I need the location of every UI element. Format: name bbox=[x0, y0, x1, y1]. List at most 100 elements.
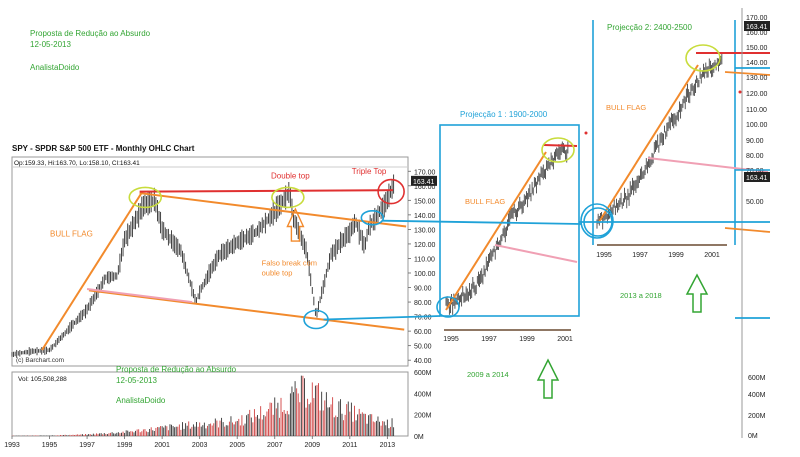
x-tick-label: 2013 bbox=[380, 442, 396, 449]
x-tick-label: 2001 bbox=[154, 442, 170, 449]
y-tick-label: 40.00 bbox=[414, 358, 432, 365]
projection-2-top-circle bbox=[685, 44, 721, 72]
projection-1-title: Projecção 1 : 1900-2000 bbox=[460, 110, 548, 119]
right-axis-tick-label: 150.00 bbox=[746, 45, 768, 52]
note-author: AnalistaDoido bbox=[30, 63, 80, 72]
right-axis-tick-label: 90.00 bbox=[746, 138, 764, 145]
projection-1-caption: 2009 a 2014 bbox=[467, 370, 509, 379]
note-title-line2: 12-05-2013 bbox=[30, 40, 71, 49]
right-volume-tick-label: 400M bbox=[748, 392, 766, 399]
x-tick-label: 2005 bbox=[229, 442, 245, 449]
right-price-tag-bg-2 bbox=[744, 172, 770, 182]
volume-tick-label: 200M bbox=[414, 413, 432, 420]
annotation-label: Double top bbox=[271, 172, 310, 181]
projection-1-frame bbox=[439, 124, 580, 317]
right-price-tag-2: 163.41 bbox=[746, 175, 768, 182]
x-tick-label: 2009 bbox=[304, 442, 320, 449]
y-tick-label: 100.00 bbox=[414, 271, 436, 278]
last-price-tag-bg bbox=[411, 175, 437, 186]
annotation-label: Triple Top bbox=[352, 167, 387, 176]
right-axis-tick-label: 50.00 bbox=[746, 199, 764, 206]
volume-tick-label: 400M bbox=[414, 391, 432, 398]
right-axis-tick-label: 120.00 bbox=[746, 91, 768, 98]
y-tick-label: 70.00 bbox=[414, 315, 432, 322]
x-tick-label: 2003 bbox=[192, 442, 208, 449]
double-top-circle-2 bbox=[271, 186, 305, 209]
right-axis-tick-label: 140.00 bbox=[746, 60, 768, 67]
projection-2-upper-channel-line bbox=[724, 71, 771, 76]
marker-dot bbox=[584, 131, 588, 135]
up-arrow-orange-icon bbox=[286, 207, 305, 242]
x-tick-label: 2007 bbox=[267, 442, 283, 449]
bull-flag-pole-line bbox=[41, 192, 143, 351]
projection-2-title: Projecção 2: 2400-2500 bbox=[607, 23, 693, 32]
projection-2-up-arrow-icon bbox=[685, 273, 709, 313]
breakout-circle bbox=[360, 209, 385, 226]
projection-1-up-arrow-icon bbox=[536, 358, 560, 399]
overlay-title-line1: Proposta de Redução ao Absurdo bbox=[116, 365, 237, 374]
projection-1-x-tick: 1997 bbox=[481, 336, 497, 343]
projection-1-pink-line bbox=[494, 244, 578, 263]
x-tick-label: 2011 bbox=[342, 442, 357, 449]
projection-2-bull-flag-label: BULL FLAG bbox=[606, 103, 646, 112]
resistance-line bbox=[139, 189, 393, 193]
y-tick-label: 60.00 bbox=[414, 329, 432, 336]
right-volume-tick-label: 0M bbox=[748, 433, 758, 440]
projection-2-x-tick: 1999 bbox=[668, 252, 684, 259]
main-chart-title: SPY - SPDR S&P 500 ETF - Monthly OHLC Ch… bbox=[12, 144, 195, 153]
false-break-line-1: Falso break com bbox=[262, 259, 320, 268]
right-price-tag: 163.41 bbox=[746, 24, 768, 31]
projection-1-top-circle bbox=[541, 137, 575, 163]
last-price-tag: 163.41 bbox=[413, 179, 435, 186]
volume-tick-label: 0M bbox=[414, 434, 424, 441]
triple-top-circle bbox=[377, 178, 405, 205]
ohlc-readout: Op:159.33, Hi:163.70, Lo:158.10, Cl:163.… bbox=[14, 160, 140, 167]
projection-1-low-circle bbox=[436, 296, 460, 318]
right-axis-tick-label: 100.00 bbox=[746, 122, 768, 129]
projection-1-pole-line bbox=[445, 151, 547, 311]
projection-2-x-tick: 1997 bbox=[632, 252, 648, 259]
projection-2-pole-line bbox=[598, 64, 699, 223]
x-tick-label: 1995 bbox=[42, 442, 58, 449]
connector-breakout-to-projection-2 bbox=[381, 219, 582, 225]
x-tick-label: 1999 bbox=[117, 442, 133, 449]
connector-low-to-projection-1 bbox=[323, 315, 441, 321]
source-credit: (c) Barchart.com bbox=[16, 357, 64, 364]
projection-1-x-tick: 1999 bbox=[519, 336, 535, 343]
right-axis-tick-label: 160.00 bbox=[746, 30, 768, 37]
double-top-circle-1 bbox=[128, 186, 163, 209]
x-tick-label: 1997 bbox=[79, 442, 95, 449]
y-tick-label: 170.00 bbox=[414, 169, 436, 176]
right-axis-tick-label: 110.00 bbox=[746, 107, 767, 114]
y-tick-label: 50.00 bbox=[414, 344, 432, 351]
marker-dot bbox=[738, 90, 742, 94]
right-axis-tick-label: 130.00 bbox=[746, 75, 768, 82]
price-panel-frame bbox=[11, 156, 409, 367]
note-title-line1: Proposta de Redução ao Absurdo bbox=[30, 29, 151, 38]
y-tick-label: 130.00 bbox=[414, 227, 436, 234]
right-volume-tick-label: 200M bbox=[748, 413, 766, 420]
projection-2-x-tick: 2001 bbox=[704, 252, 720, 259]
y-tick-label: 80.00 bbox=[414, 300, 432, 307]
volume-tick-label: 600M bbox=[414, 370, 432, 377]
lower-channel-line bbox=[88, 289, 405, 331]
projection-2-caption: 2013 a 2018 bbox=[620, 291, 662, 300]
y-tick-label: 110.00 bbox=[414, 256, 435, 263]
false-break-line-2: ouble top bbox=[262, 269, 293, 278]
y-tick-label: 140.00 bbox=[414, 213, 436, 220]
projection-1-x-tick: 2001 bbox=[557, 336, 573, 343]
projection-1-red-line bbox=[543, 144, 578, 147]
projection-2-x-tick: 1995 bbox=[596, 252, 612, 259]
right-axis-tick-label: 170.00 bbox=[746, 15, 768, 22]
y-tick-label: 160.00 bbox=[414, 184, 436, 191]
right-price-tag-bg bbox=[744, 21, 770, 31]
x-tick-label: 1993 bbox=[4, 442, 20, 449]
projection-1-bull-flag-label: BULL FLAG bbox=[465, 197, 505, 206]
annotation-label: BULL FLAG bbox=[50, 230, 93, 239]
y-tick-label: 120.00 bbox=[414, 242, 436, 249]
y-tick-label: 150.00 bbox=[414, 198, 436, 205]
overlay-title-line2: 12-05-2013 bbox=[116, 376, 157, 385]
projection-1-x-tick: 1995 bbox=[443, 336, 459, 343]
